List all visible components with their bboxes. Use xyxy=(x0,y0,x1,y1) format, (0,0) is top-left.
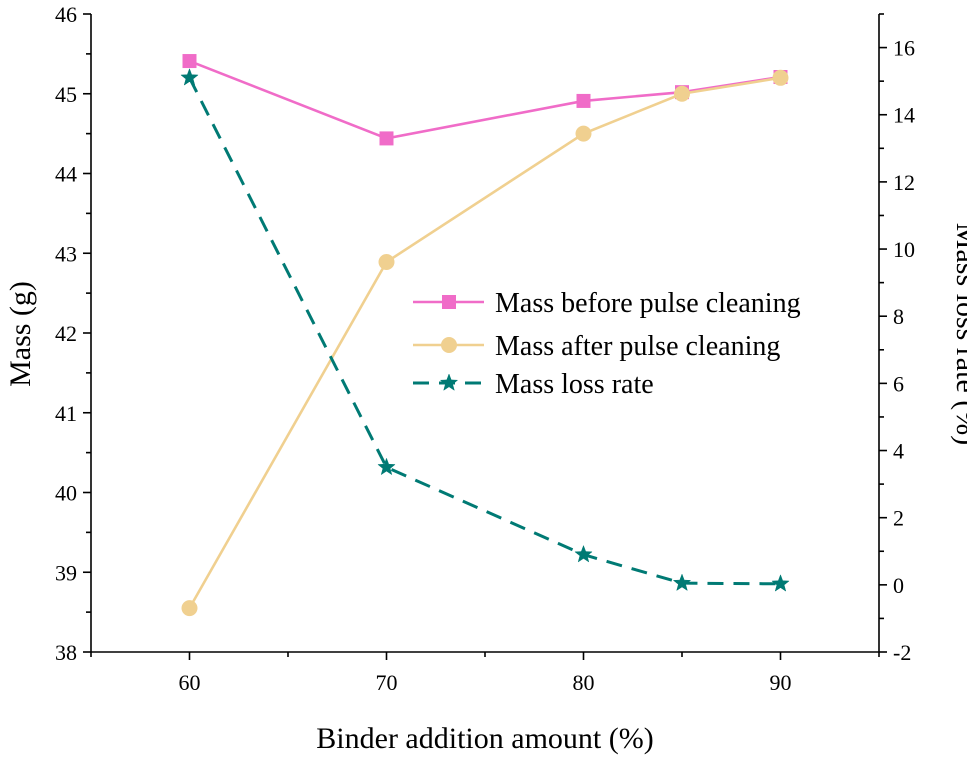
legend-label-0: Mass before pulse cleaning xyxy=(495,288,801,319)
axes-frame: 60 70 80 90383940414243444546-2024681012141… xyxy=(55,2,915,695)
y-right-tick-label: 14 xyxy=(893,103,915,128)
x-axis-title: Binder addition amount (%) xyxy=(316,722,653,755)
series-2-point xyxy=(377,457,396,476)
series-1-point xyxy=(674,85,690,102)
series-line-0 xyxy=(189,59,781,140)
y-right-tick-label: 0 xyxy=(893,573,904,598)
series-0-point xyxy=(379,131,394,146)
y-right-tick-label: 2 xyxy=(893,506,904,531)
y-left-tick-label: 45 xyxy=(55,82,77,107)
series-2-point xyxy=(771,574,790,592)
series-0-point xyxy=(576,93,591,108)
series-markers xyxy=(180,54,790,617)
y-left-tick-label: 38 xyxy=(55,640,77,665)
y-left-tick-label: 46 xyxy=(55,2,77,27)
y-right-tick-label: 16 xyxy=(893,36,915,61)
series-2-point xyxy=(574,544,593,563)
y-left-tick-label: 41 xyxy=(55,401,77,426)
y-right-tick-label: -2 xyxy=(893,640,911,665)
y-left-tick-label: 40 xyxy=(55,481,77,506)
y-left-tick-label: 43 xyxy=(55,241,77,266)
legend-label-1: Mass after pulse cleaning xyxy=(495,331,780,362)
legend: Mass before pulse cleaning Mass after pul… xyxy=(413,288,801,400)
series-1-point xyxy=(575,125,592,142)
series-1-point xyxy=(181,600,198,617)
series-1-point xyxy=(378,254,395,271)
y-left-tick-label: 44 xyxy=(55,162,77,187)
y-left-tick-label: 39 xyxy=(55,560,77,585)
series-2-point xyxy=(672,573,692,592)
legend-marker-1 xyxy=(441,337,457,353)
x-tick-label: 80 xyxy=(573,670,595,695)
y-right-tick-label: 12 xyxy=(893,170,915,195)
y-left-axis-title: Mass (g) xyxy=(4,281,37,387)
legend-marker-0 xyxy=(442,295,456,309)
y-left-tick-label: 42 xyxy=(55,321,77,346)
x-tick-label: 70 xyxy=(376,670,398,695)
y-right-tick-label: 10 xyxy=(893,237,915,262)
series-1-point xyxy=(772,69,789,86)
series-0-point xyxy=(182,54,197,69)
x-tick-label: 60 xyxy=(179,670,201,695)
y-right-axis-title: Mass loss rate (%) xyxy=(950,223,967,445)
legend-marker-2 xyxy=(439,373,459,391)
y-right-tick-label: 6 xyxy=(893,371,904,396)
y-right-tick-label: 4 xyxy=(893,439,904,464)
series-2-point xyxy=(180,68,199,86)
x-tick-label: 90 xyxy=(770,670,792,695)
legend-label-2: Mass loss rate xyxy=(495,369,654,400)
y-right-tick-label: 8 xyxy=(893,304,904,329)
